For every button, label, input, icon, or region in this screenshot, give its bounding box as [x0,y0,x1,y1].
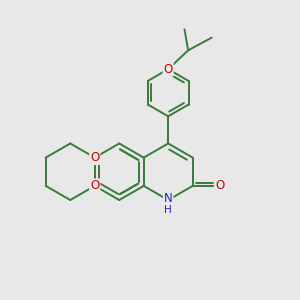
Text: N: N [164,192,172,205]
Text: O: O [215,179,224,192]
Text: O: O [90,179,99,192]
Text: O: O [90,151,99,164]
Text: H: H [164,205,172,215]
Text: O: O [164,63,173,76]
